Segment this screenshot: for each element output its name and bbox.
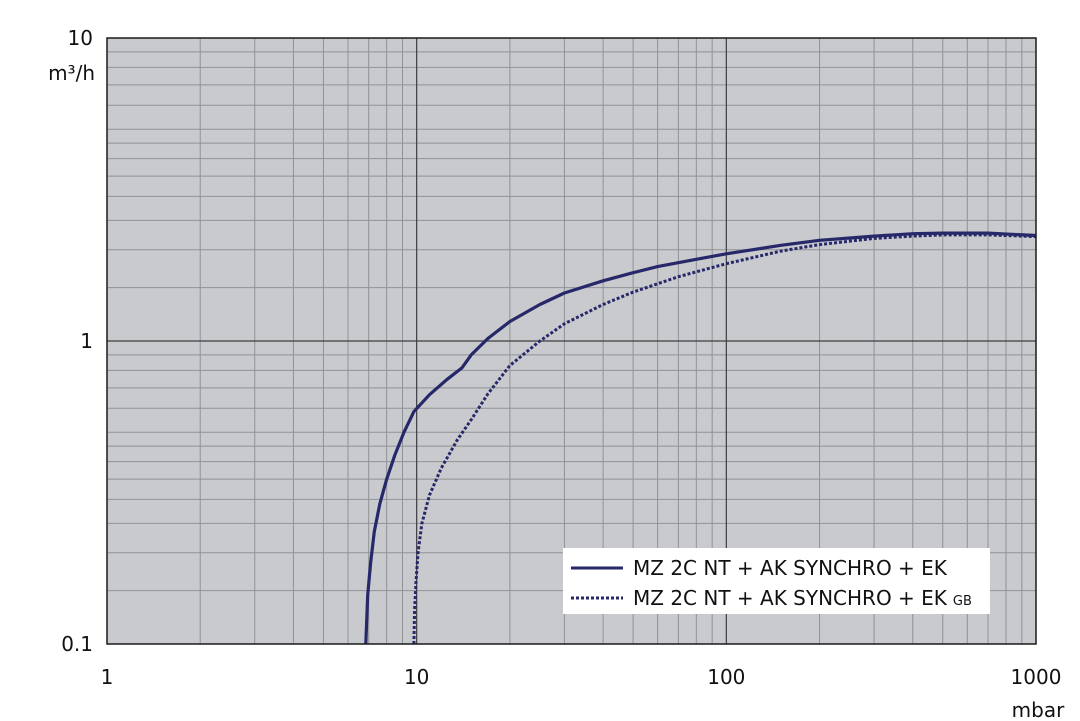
legend-box [563,548,990,614]
series-line-solid [364,231,1037,645]
legend: MZ 2C NT + AK SYNCHRO + EK MZ 2C NT + AK… [563,548,990,614]
grid-major [107,38,1036,644]
x-tick-label: 1000 [1011,665,1062,689]
legend-label-dotted-suffix: GB [953,594,972,609]
x-tick-label: 1 [101,665,114,689]
series-layer [364,231,1037,645]
x-axis-tick-labels: 1 10 100 1000 [101,665,1062,689]
y-tick-label: 0.1 [61,632,93,656]
x-tick-label: 100 [707,665,745,689]
x-axis-label: mbar [1012,698,1065,721]
y-tick-label: 1 [80,329,93,353]
y-axis-tick-labels: 0.1 1 10 [61,26,93,656]
plot-frame [106,37,1037,645]
legend-label-solid: MZ 2C NT + AK SYNCHRO + EK [633,556,948,580]
legend-label-solid-name: MZ 2C NT + AK SYNCHRO + EK [633,556,948,580]
x-tick-label: 10 [404,665,429,689]
legend-label-dotted-name: MZ 2C NT + AK SYNCHRO + EK [633,586,948,610]
y-axis-label: m³/h [48,61,95,85]
y-tick-label: 10 [68,26,93,50]
legend-label-dotted: MZ 2C NT + AK SYNCHRO + EK GB [633,586,972,610]
series-line-dotted [412,233,1037,645]
